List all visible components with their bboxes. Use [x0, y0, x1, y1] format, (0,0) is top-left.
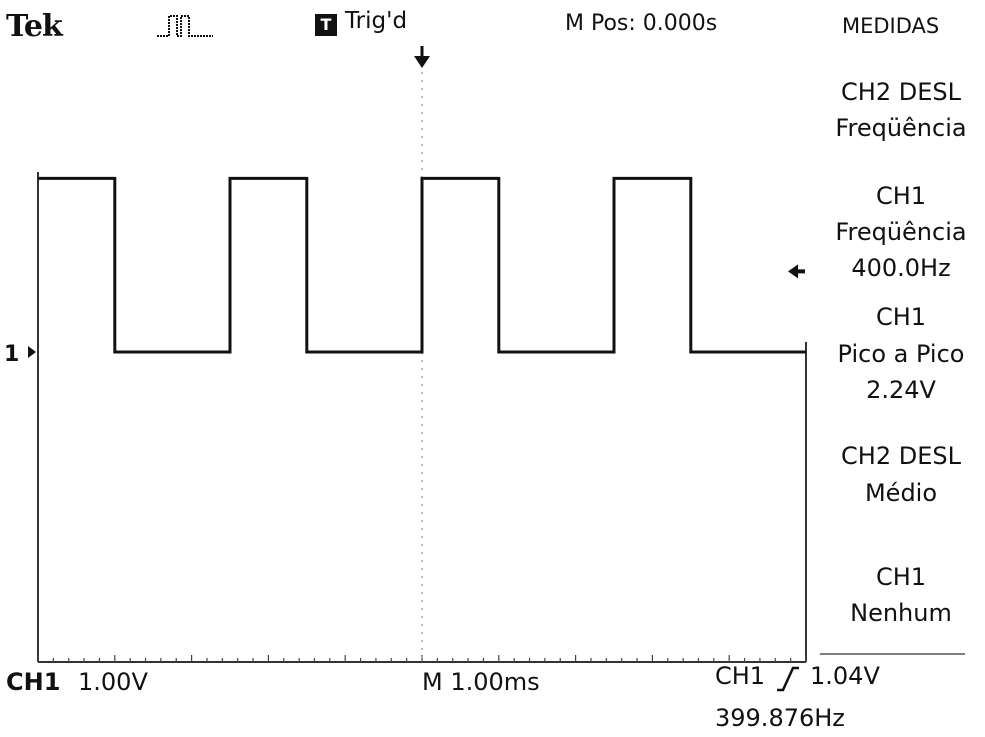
brand-logo: Tek — [6, 9, 63, 44]
channel-label: CH1 — [6, 668, 61, 696]
rising-edge-icon — [777, 666, 799, 692]
menu-item-value: 2.24V — [866, 376, 936, 404]
pulse-icon — [157, 15, 213, 37]
menu-item-line: Freqüência — [835, 114, 967, 142]
ch1-waveform — [38, 176, 806, 354]
trigger-status: Trig'd — [345, 8, 408, 34]
timebase: M 1.00ms — [422, 668, 540, 696]
menu-item-value: 400.0Hz — [851, 254, 951, 282]
menu-item-line: Freqüência — [835, 218, 967, 246]
trigger-level-arrow-icon — [788, 264, 805, 279]
menu-item-line: CH2 DESL — [841, 78, 961, 106]
menu-item-line: CH2 DESL — [841, 442, 961, 470]
horizontal-position: M Pos: 0.000s — [565, 11, 718, 36]
frequency-readout: 399.876Hz — [715, 704, 845, 732]
trigger-source: CH1 — [715, 662, 766, 690]
menu-title: MEDIDAS — [842, 14, 940, 38]
menu-item-line: CH1 — [875, 182, 927, 210]
trigger-level: 1.04V — [810, 662, 880, 690]
menu-item-line: Médio — [864, 479, 938, 507]
volts-per-div: 1.00V — [78, 668, 148, 696]
markers: 1 — [4, 264, 965, 655]
menu-item-line: Pico a Pico — [837, 340, 965, 368]
trigger-badge: T — [315, 14, 337, 36]
menu-item-line: CH1 — [875, 563, 927, 591]
channel-ground-marker: 1 — [4, 342, 19, 367]
trigger-position-arrow — [414, 46, 430, 68]
menu-item-line: Nenhum — [850, 599, 952, 627]
ground-arrow-icon — [28, 346, 36, 358]
graticule — [37, 46, 807, 663]
menu-item-line: CH1 — [875, 303, 927, 331]
waveform-trace — [38, 176, 806, 354]
